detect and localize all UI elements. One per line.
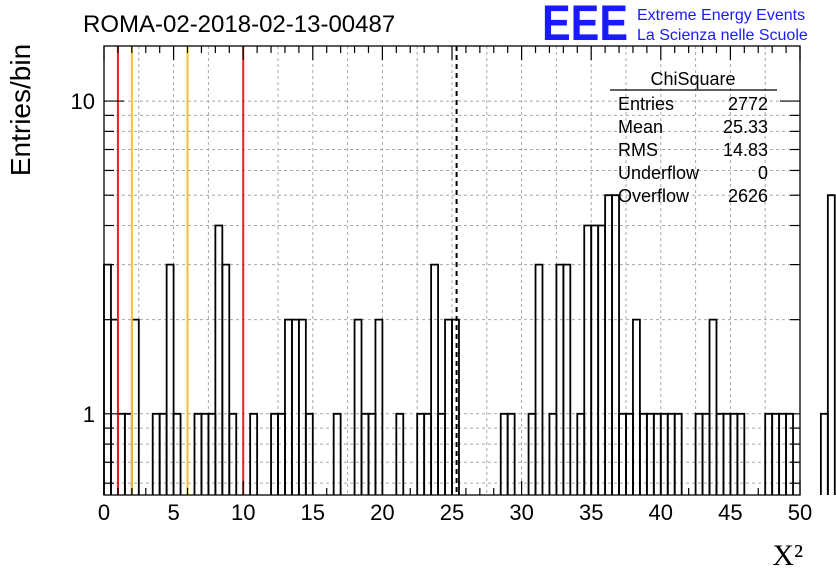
x-tick-label: 15 bbox=[301, 500, 325, 525]
histogram-bin bbox=[597, 224, 607, 495]
logo-line1: Extreme Energy Events bbox=[637, 7, 805, 24]
stats-title: ChiSquare bbox=[650, 69, 735, 89]
x-tick-label: 40 bbox=[649, 500, 673, 525]
histogram-bin bbox=[673, 412, 683, 495]
stats-value-mean: 25.33 bbox=[723, 117, 768, 137]
histogram-bin bbox=[332, 412, 342, 495]
y-axis-label: Entries/bin bbox=[5, 44, 36, 176]
stats-label-entries: Entries bbox=[618, 94, 674, 114]
stats-label-overflow: Overflow bbox=[618, 186, 690, 206]
histogram-bin bbox=[284, 318, 293, 495]
x-axis-label: X² bbox=[772, 539, 803, 572]
histogram-bin bbox=[165, 263, 175, 495]
stats-value-entries: 2772 bbox=[728, 94, 768, 114]
histogram-bars bbox=[103, 194, 836, 495]
histogram-bin bbox=[110, 318, 119, 495]
histogram-bin bbox=[604, 194, 613, 495]
x-tick-label: 30 bbox=[509, 500, 533, 525]
histogram-bin bbox=[583, 224, 593, 495]
stats-label-underflow: Underflow bbox=[618, 163, 700, 183]
histogram-bin bbox=[506, 412, 516, 495]
histogram-bin bbox=[826, 194, 836, 495]
stats-label-rms: RMS bbox=[618, 140, 658, 160]
histogram-bin bbox=[590, 224, 600, 495]
x-tick-label: 35 bbox=[579, 500, 603, 525]
eee-logo: EEE bbox=[542, 0, 628, 51]
histogram-bin bbox=[374, 318, 384, 495]
y-tick-labels: 1 10 bbox=[71, 89, 95, 427]
x-tick-label: 5 bbox=[167, 500, 179, 525]
x-tick-label: 45 bbox=[718, 500, 742, 525]
x-tick-label: 20 bbox=[370, 500, 394, 525]
histogram-bin bbox=[304, 412, 314, 495]
stats-value-overflow: 2626 bbox=[728, 186, 768, 206]
stats-box: ChiSquare Entries 2772 Mean 25.33 RMS 14… bbox=[610, 69, 777, 206]
histogram-bin bbox=[249, 412, 259, 495]
histogram-bin bbox=[221, 263, 231, 495]
histogram-bin bbox=[451, 318, 460, 495]
x-tick-label: 50 bbox=[788, 500, 812, 525]
histogram-bin bbox=[534, 263, 544, 495]
histogram-bin bbox=[819, 412, 829, 495]
histogram-bin bbox=[736, 412, 746, 495]
y-tick-label: 1 bbox=[83, 402, 95, 427]
histogram-bin bbox=[562, 263, 572, 495]
histogram-bin bbox=[172, 412, 182, 495]
x-tick-labels: 0 5 10 15 20 25 30 35 40 45 50 bbox=[98, 500, 812, 525]
histogram-bin bbox=[130, 318, 140, 495]
logo-line2: La Scienza nelle Scuole bbox=[637, 27, 808, 44]
histogram-bin bbox=[444, 318, 453, 495]
histogram-bin bbox=[611, 194, 620, 495]
histogram-bin bbox=[214, 224, 224, 495]
histogram-bin bbox=[228, 412, 238, 495]
stats-value-rms: 14.83 bbox=[723, 140, 768, 160]
axis-ticks bbox=[103, 46, 801, 495]
histogram-bin bbox=[430, 263, 439, 495]
histogram-bin bbox=[632, 318, 641, 495]
histogram-bin bbox=[103, 263, 112, 495]
x-tick-label: 10 bbox=[231, 500, 255, 525]
chart-title: ROMA-02-2018-02-13-00487 bbox=[83, 11, 395, 38]
histogram-bin bbox=[291, 318, 300, 495]
histogram-bin bbox=[708, 318, 718, 495]
x-tick-label: 25 bbox=[440, 500, 464, 525]
x-tick-label: 0 bbox=[98, 500, 110, 525]
stats-label-mean: Mean bbox=[618, 117, 663, 137]
y-tick-label: 10 bbox=[71, 89, 95, 114]
histogram-bin bbox=[395, 412, 405, 495]
histogram-bin bbox=[555, 263, 565, 495]
reference-lines bbox=[116, 46, 458, 495]
histogram-bin bbox=[353, 318, 363, 495]
stats-value-underflow: 0 bbox=[758, 163, 768, 183]
histogram-bin bbox=[297, 318, 307, 495]
